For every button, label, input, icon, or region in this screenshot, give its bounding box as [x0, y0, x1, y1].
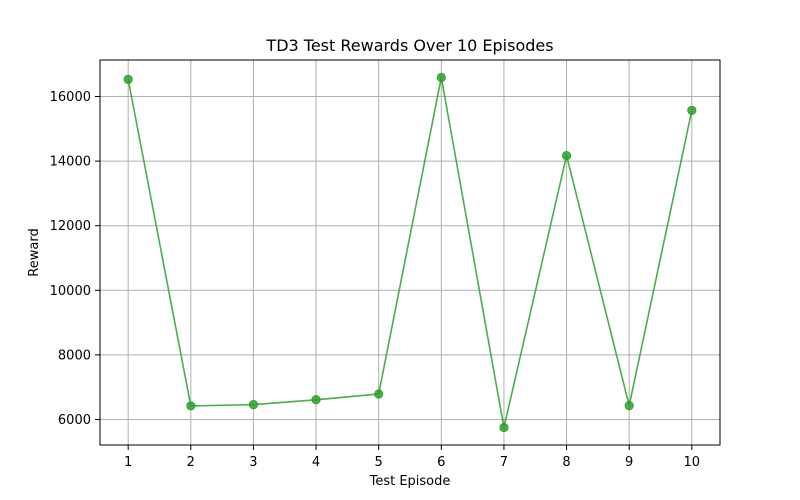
data-point	[123, 74, 133, 84]
data-point	[436, 72, 446, 83]
data-point	[624, 400, 634, 411]
axis-ticks: 1 2 3 4 5 6 7 8 9 10 6000 8000 10000 12000 14000 16000	[50, 90, 700, 470]
y-tick-label: 6000	[58, 413, 91, 428]
x-tick-label: 8	[562, 455, 570, 470]
data-point	[499, 422, 509, 433]
series-line	[127, 76, 693, 429]
y-tick-label: 8000	[58, 348, 91, 363]
y-axis-label: Reward	[27, 228, 42, 276]
x-tick-label: 10	[684, 455, 701, 470]
data-point	[561, 151, 572, 161]
x-tick-label: 3	[249, 455, 257, 470]
y-tick-label: 16000	[50, 90, 91, 105]
x-tick-label: 6	[437, 455, 445, 470]
x-tick-label: 7	[500, 455, 508, 470]
y-tick-label: 10000	[50, 284, 91, 299]
data-point	[186, 401, 196, 411]
data-point	[311, 395, 321, 405]
x-tick-label: 9	[625, 455, 633, 470]
chart-title: TD3 Test Rewards Over 10 Episodes	[265, 36, 553, 55]
y-tick-label: 12000	[50, 219, 91, 234]
y-tick-label: 14000	[50, 155, 91, 170]
plot-area-frame	[99, 59, 721, 446]
data-point	[248, 400, 259, 410]
data-point	[374, 389, 384, 399]
x-axis-label: Test Episode	[369, 474, 451, 489]
x-tick-label: 5	[375, 455, 383, 470]
grid	[100, 60, 720, 445]
series-layer	[123, 72, 697, 433]
x-tick-label: 1	[124, 455, 132, 470]
x-tick-label: 4	[312, 455, 320, 470]
x-tick-label: 2	[187, 455, 195, 470]
data-point	[687, 105, 697, 115]
